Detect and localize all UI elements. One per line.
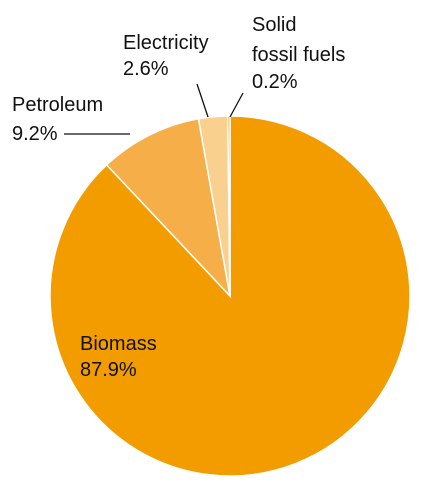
solid-fossil-fuels-leader-line [229,92,244,118]
solid-fossil-fuels-label-line-1: Solid [252,14,296,36]
petroleum-value-label: 9.2% [12,123,58,145]
petroleum-label: Petroleum [12,94,103,116]
electricity-value-label: 2.6% [123,58,169,80]
petroleum-slice [105,117,232,299]
biomass-label: Biomass [80,333,157,355]
electricity-label: Electricity [123,32,209,54]
solid-fossil-fuels-label-line-2: fossil fuels [252,44,345,66]
pie-slices [49,115,411,477]
solid-fossil-fuels-value-label: 0.2% [252,71,298,93]
electricity-leader-line [196,83,209,118]
biomass-value-label: 87.9% [80,359,137,381]
